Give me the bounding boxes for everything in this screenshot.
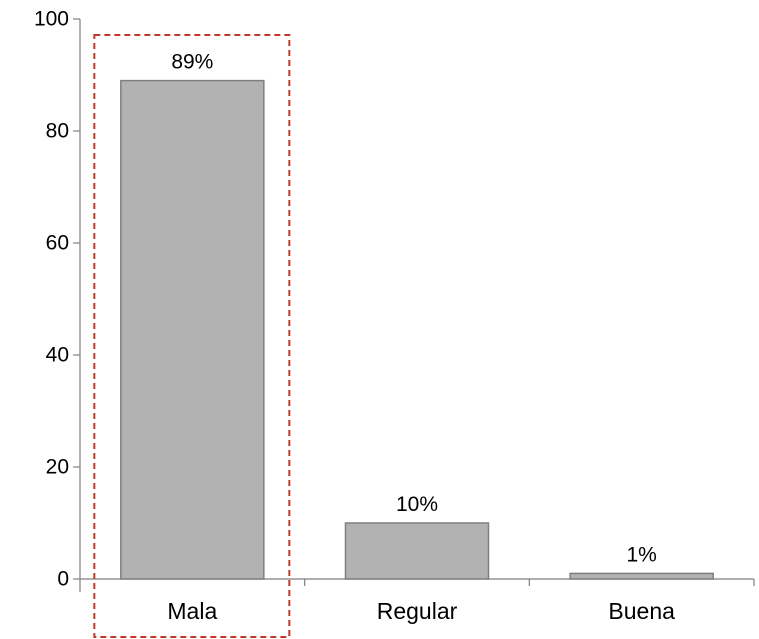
x-category-label: Regular (377, 598, 458, 624)
data-label-buena: 1% (626, 543, 656, 566)
highlight (93, 34, 291, 638)
x-category-label: Buena (608, 598, 675, 624)
y-tick-label: 20 (46, 456, 69, 479)
y-tick-label: 40 (46, 344, 69, 367)
bar-mala (120, 79, 265, 580)
data-label-regular: 10% (396, 493, 438, 516)
data-labels: 89% 10% 1% (171, 51, 657, 567)
y-tick-label: 80 (46, 120, 69, 143)
bars (120, 79, 714, 580)
bar-buena (569, 572, 714, 580)
y-tick-label: 0 (57, 568, 69, 591)
x-axis: Mala Regular Buena (80, 578, 755, 624)
data-label-mala: 89% (171, 51, 213, 74)
y-tick-label: 100 (34, 8, 69, 31)
y-tick-label: 60 (46, 232, 69, 255)
y-axis: 0 20 40 60 80 100 (34, 8, 81, 592)
x-category-label: Mala (167, 598, 217, 624)
bar-regular (344, 522, 490, 580)
highlight-box (93, 34, 291, 638)
